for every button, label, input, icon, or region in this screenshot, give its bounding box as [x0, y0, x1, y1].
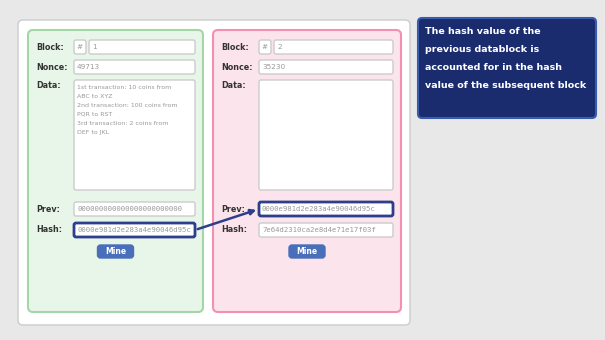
FancyBboxPatch shape — [274, 40, 393, 54]
FancyBboxPatch shape — [74, 40, 86, 54]
Text: Hash:: Hash: — [36, 225, 62, 235]
Text: Hash:: Hash: — [221, 225, 247, 235]
Text: 35230: 35230 — [262, 64, 285, 70]
Text: Data:: Data: — [36, 81, 60, 89]
Text: 1st transaction: 10 coins from: 1st transaction: 10 coins from — [77, 85, 171, 90]
FancyBboxPatch shape — [259, 40, 271, 54]
Text: #: # — [261, 44, 267, 50]
Text: Prev:: Prev: — [221, 204, 245, 214]
Text: 0000e981d2e283a4e90046d95c: 0000e981d2e283a4e90046d95c — [77, 227, 191, 233]
Text: PQR to RST: PQR to RST — [77, 112, 113, 117]
Text: 49713: 49713 — [77, 64, 100, 70]
FancyBboxPatch shape — [74, 202, 195, 216]
FancyBboxPatch shape — [89, 40, 195, 54]
FancyBboxPatch shape — [74, 223, 195, 237]
Text: Nonce:: Nonce: — [221, 63, 252, 71]
FancyBboxPatch shape — [74, 60, 195, 74]
FancyBboxPatch shape — [259, 223, 393, 237]
Text: Nonce:: Nonce: — [36, 63, 68, 71]
Text: Mine: Mine — [296, 247, 318, 256]
Text: 7e64d2310ca2e8d4e71e17f03f: 7e64d2310ca2e8d4e71e17f03f — [262, 227, 376, 233]
FancyBboxPatch shape — [28, 30, 203, 312]
FancyBboxPatch shape — [213, 30, 401, 312]
Text: Block:: Block: — [221, 42, 249, 51]
Text: Block:: Block: — [36, 42, 64, 51]
Text: 3rd transaction: 2 coins from: 3rd transaction: 2 coins from — [77, 121, 168, 126]
FancyBboxPatch shape — [289, 245, 325, 258]
Text: 2nd transaction: 100 coins from: 2nd transaction: 100 coins from — [77, 103, 177, 108]
FancyBboxPatch shape — [97, 245, 134, 258]
FancyBboxPatch shape — [259, 80, 393, 190]
FancyBboxPatch shape — [259, 60, 393, 74]
Text: value of the subsequent block: value of the subsequent block — [425, 82, 586, 90]
Text: Mine: Mine — [105, 247, 126, 256]
FancyBboxPatch shape — [418, 18, 596, 118]
Text: DEF to JKL: DEF to JKL — [77, 130, 110, 135]
Text: The hash value of the: The hash value of the — [425, 28, 541, 36]
Text: accounted for in the hash: accounted for in the hash — [425, 64, 562, 72]
Text: 000000000000000000000000: 000000000000000000000000 — [77, 206, 182, 212]
Text: #: # — [76, 44, 82, 50]
FancyBboxPatch shape — [18, 20, 410, 325]
Text: 2: 2 — [277, 44, 281, 50]
Text: previous datablock is: previous datablock is — [425, 46, 539, 54]
Text: 0000e981d2e283a4e90046d95c: 0000e981d2e283a4e90046d95c — [262, 206, 376, 212]
Text: ABC to XYZ: ABC to XYZ — [77, 94, 113, 99]
FancyBboxPatch shape — [74, 80, 195, 190]
FancyBboxPatch shape — [259, 202, 393, 216]
Text: Prev:: Prev: — [36, 204, 60, 214]
Text: Data:: Data: — [221, 81, 246, 89]
Text: 1: 1 — [92, 44, 97, 50]
